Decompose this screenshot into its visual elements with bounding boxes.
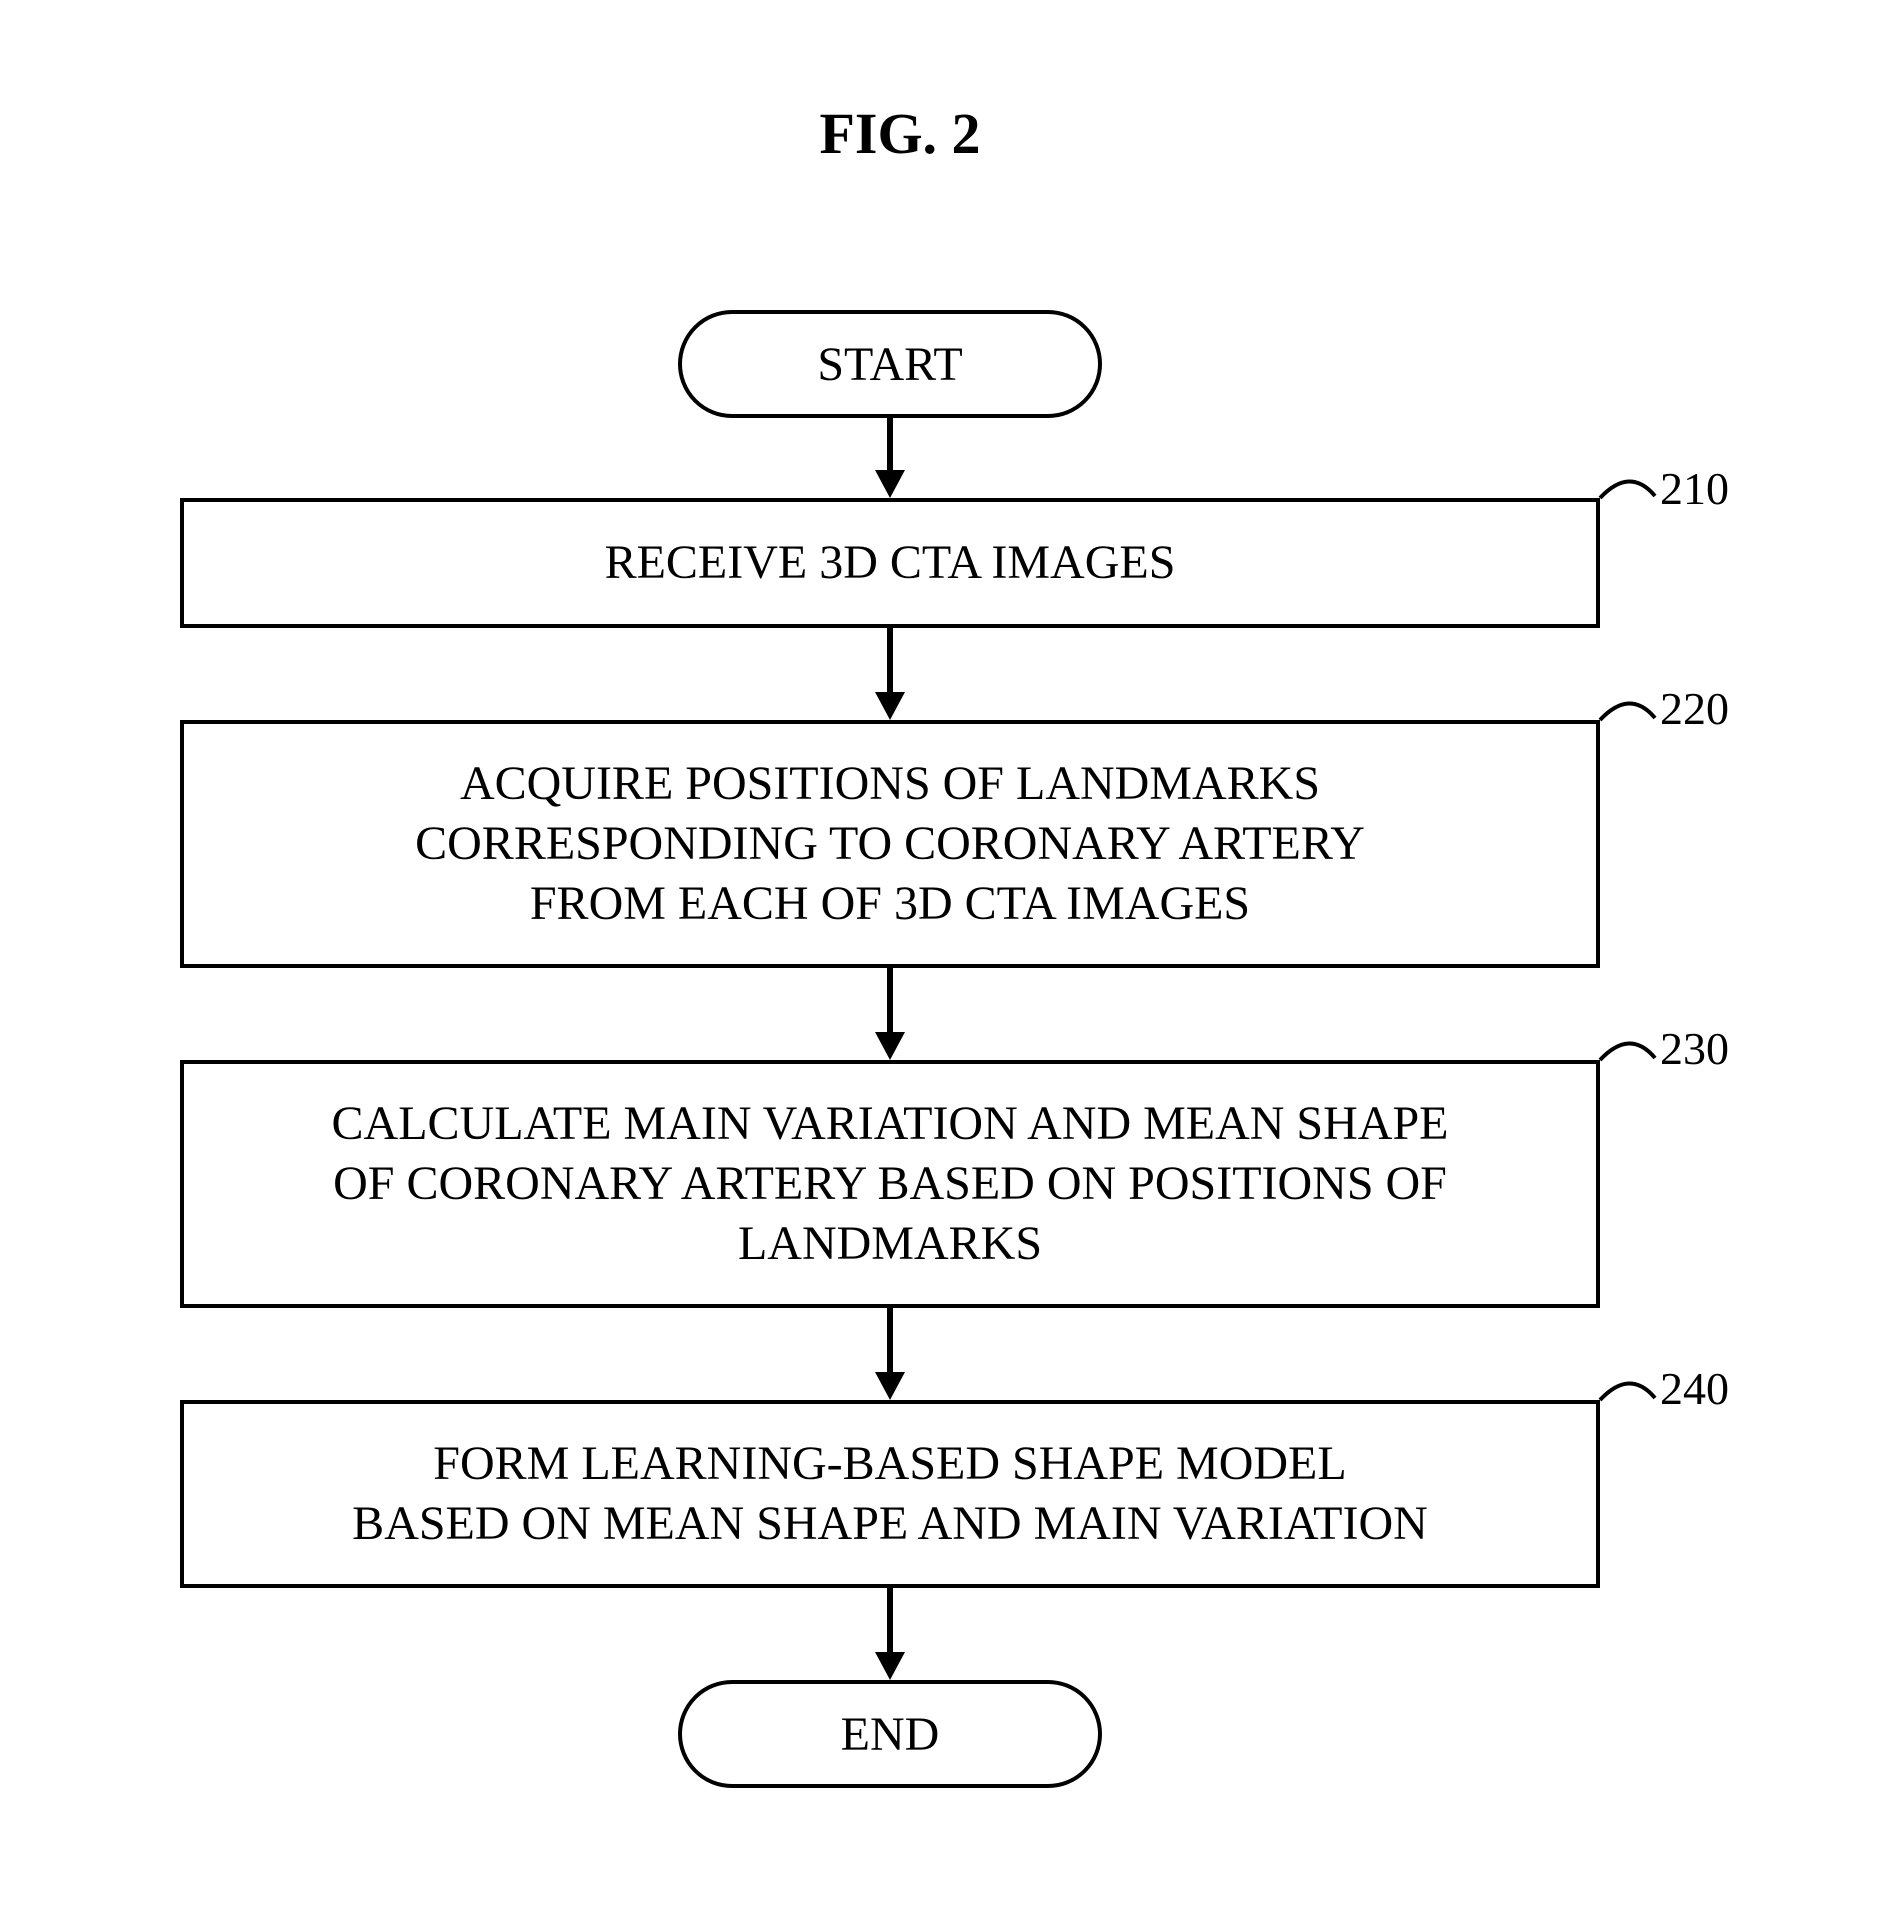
arrow-5-line — [887, 1588, 893, 1654]
process-step-230: CALCULATE MAIN VARIATION AND MEAN SHAPE … — [180, 1060, 1600, 1308]
process-step-210: RECEIVE 3D CTA IMAGES — [180, 498, 1600, 628]
ref-210: 210 — [1660, 462, 1729, 515]
end-label: END — [841, 1707, 940, 1762]
callout-230 — [1595, 1030, 1665, 1070]
callout-220 — [1595, 690, 1665, 730]
flowchart-canvas: FIG. 2 START RECEIVE 3D CTA IMAGES 210 A… — [0, 0, 1896, 1915]
process-230-label: CALCULATE MAIN VARIATION AND MEAN SHAPE … — [332, 1094, 1449, 1274]
arrow-1-line — [887, 418, 893, 472]
process-220-label: ACQUIRE POSITIONS OF LANDMARKS CORRESPON… — [415, 754, 1365, 934]
start-label: START — [817, 337, 962, 392]
arrow-3-line — [887, 968, 893, 1034]
arrow-3-head — [875, 1032, 905, 1060]
arrow-5-head — [875, 1652, 905, 1680]
ref-240: 240 — [1660, 1362, 1729, 1415]
arrow-4-head — [875, 1372, 905, 1400]
callout-240 — [1595, 1370, 1665, 1410]
arrow-4-line — [887, 1308, 893, 1374]
ref-220: 220 — [1660, 682, 1729, 735]
process-step-240: FORM LEARNING-BASED SHAPE MODEL BASED ON… — [180, 1400, 1600, 1588]
arrow-1-head — [875, 470, 905, 498]
callout-210 — [1595, 468, 1665, 508]
arrow-2-line — [887, 628, 893, 694]
end-node: END — [678, 1680, 1102, 1788]
process-240-label: FORM LEARNING-BASED SHAPE MODEL BASED ON… — [352, 1434, 1428, 1554]
figure-title: FIG. 2 — [750, 100, 1050, 167]
start-node: START — [678, 310, 1102, 418]
process-210-label: RECEIVE 3D CTA IMAGES — [605, 533, 1176, 593]
ref-230: 230 — [1660, 1022, 1729, 1075]
process-step-220: ACQUIRE POSITIONS OF LANDMARKS CORRESPON… — [180, 720, 1600, 968]
arrow-2-head — [875, 692, 905, 720]
